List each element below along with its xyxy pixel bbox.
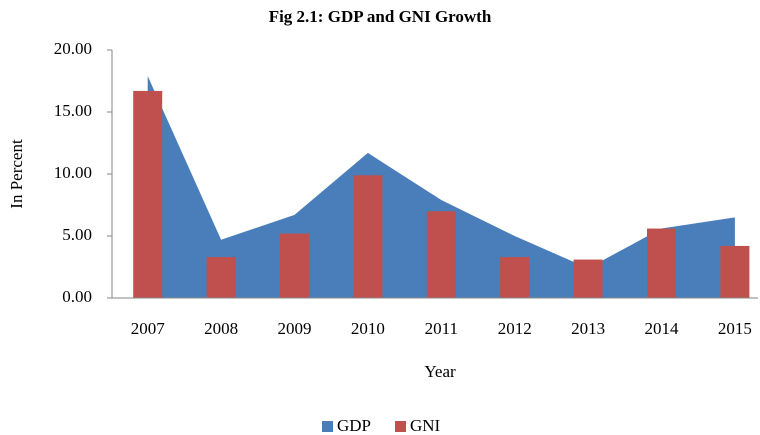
bar [280,233,309,298]
bar [573,259,603,298]
x-tick-label: 2014 [645,319,680,338]
x-tick-label: 2013 [571,319,605,338]
x-tick-label: 2011 [425,319,458,338]
y-tick-label: 0.00 [62,287,92,306]
y-tick-label: 5.00 [62,225,92,244]
bar [647,228,676,298]
y-tick-label: 15.00 [54,101,92,120]
legend-label: GDP [337,416,371,435]
y-tick-label: 20.00 [54,39,92,58]
x-axis-title: Year [424,362,456,381]
bar [500,257,530,298]
legend-swatch [395,421,406,432]
x-tick-label: 2012 [498,319,532,338]
legend-label: GNI [410,416,441,435]
x-tick-label: 2010 [351,319,385,338]
chart-title: Fig 2.1: GDP and GNI Growth [269,7,492,26]
bar [353,175,383,298]
bar [720,245,750,298]
y-axis-title: In Percent [7,139,26,209]
y-tick-label: 10.00 [54,163,92,182]
legend-swatch [322,421,333,432]
bar [206,257,236,298]
x-tick-label: 2007 [131,319,166,338]
x-tick-label: 2009 [278,319,312,338]
x-tick-label: 2015 [718,319,752,338]
x-tick-label: 2008 [204,319,238,338]
bar [133,90,163,298]
bar [426,211,456,298]
